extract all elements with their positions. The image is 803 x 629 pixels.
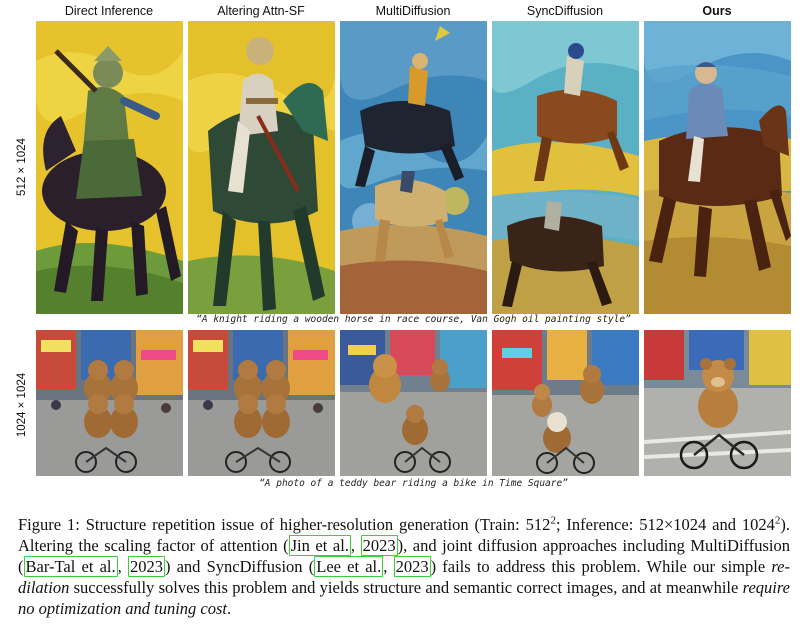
image-knight-altering-attn-sf <box>188 21 335 314</box>
row-label-1024x1024: 1024 × 1024 <box>16 372 28 438</box>
image-knight-multidiffusion <box>340 21 487 314</box>
column-header-direct-inference: Direct Inference <box>64 4 154 18</box>
row-label-512x1024: 512 × 1024 <box>16 138 28 196</box>
column-header-altering-attn-sf: Altering Attn-SF <box>217 4 305 18</box>
image-teddy-direct-inference <box>36 330 183 476</box>
citation-link-bartal-year[interactable]: 2023 <box>127 556 165 577</box>
caption-superscript: 2 <box>550 514 556 527</box>
column-header-ours: Ours <box>702 4 732 18</box>
prompt-teddy: “A photo of a teddy bear riding a bike i… <box>259 478 568 489</box>
citation-link-bartal[interactable]: Bar-Tal et al. <box>23 556 118 577</box>
caption-emphasis: re-dilation <box>18 557 791 597</box>
caption-text: ). Altering the scaling factor of attent… <box>18 515 791 555</box>
citation-link-lee[interactable]: Lee et al. <box>314 556 384 577</box>
caption-text: , <box>117 557 128 576</box>
column-header-syncdiffusion: SyncDiffusion <box>526 4 604 18</box>
caption-text: , <box>383 557 394 576</box>
citation-link-jin-year[interactable]: 2023 <box>360 535 398 556</box>
caption-text: ; Inference: 512×1024 and 1024 <box>555 515 775 534</box>
column-header-multidiffusion: MultiDiffusion <box>375 4 451 18</box>
caption-text: , <box>350 536 361 555</box>
citation-link-lee-year[interactable]: 2023 <box>393 556 431 577</box>
caption-text: ) fails to address this problem. While o… <box>430 557 772 576</box>
image-teddy-syncdiffusion <box>492 330 639 476</box>
image-teddy-multidiffusion <box>340 330 487 476</box>
caption-text: Figure 1: Structure repetition issue of … <box>18 515 551 534</box>
caption-text: ), and joint diffusion approaches includ… <box>18 536 790 576</box>
image-teddy-ours <box>644 330 791 476</box>
caption-emphasis: require no optimization and tuning cost <box>18 578 790 618</box>
image-knight-direct-inference <box>36 21 183 314</box>
image-knight-syncdiffusion <box>492 21 639 314</box>
figure-caption: Figure 1: Structure repetition issue of … <box>18 514 790 619</box>
citation-link-jin[interactable]: Jin et al. <box>288 535 351 556</box>
caption-text: successfully solves this problem and yie… <box>69 578 743 597</box>
image-knight-ours <box>644 21 791 314</box>
caption-text: . <box>227 599 232 618</box>
caption-superscript: 2 <box>774 514 781 527</box>
prompt-knight: “A knight riding a wooden horse in race … <box>196 314 631 325</box>
image-teddy-altering-attn-sf <box>188 330 335 476</box>
caption-text: ) and SyncDiffusion ( <box>164 557 315 576</box>
